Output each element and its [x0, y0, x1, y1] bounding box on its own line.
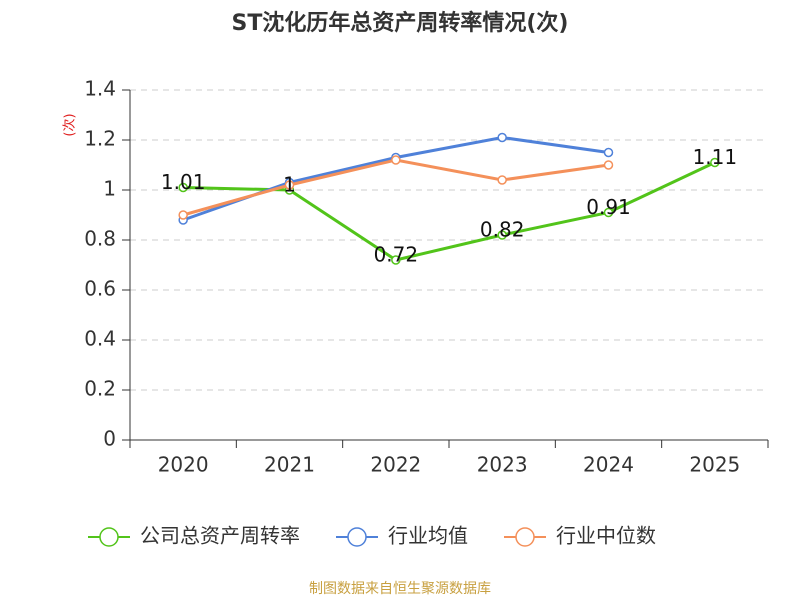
x-tick-label: 2021: [264, 453, 315, 477]
x-tick-label: 2020: [158, 453, 209, 477]
y-tick-label: 0.4: [84, 327, 116, 351]
legend-label: 行业均值: [388, 524, 468, 548]
chart-title: ST沈化历年总资产周转率情况(次): [232, 10, 569, 36]
data-label: 0.91: [586, 195, 631, 219]
data-point: [284, 180, 295, 190]
data-point: [497, 175, 507, 185]
data-point: [497, 230, 507, 240]
x-tick-label: 2024: [583, 453, 634, 477]
data-point: [178, 182, 188, 193]
data-point: [603, 147, 614, 158]
data-label: 0.82: [480, 218, 525, 242]
y-tick-label: 1: [103, 177, 116, 201]
y-tick-label: 0.2: [84, 377, 116, 401]
x-tick-label: 2023: [477, 453, 528, 477]
data-point: [391, 255, 401, 265]
data-label: 1.01: [161, 170, 206, 194]
data-point: [603, 207, 614, 218]
data-label: 0.72: [374, 243, 419, 267]
y-tick-label: 0.8: [84, 227, 116, 251]
series-line: [182, 135, 609, 222]
data-point: [391, 155, 401, 165]
source-note: 制图数据来自恒生聚源数据库: [309, 581, 491, 597]
y-tick-label: 0: [103, 427, 116, 451]
series-line: [183, 161, 716, 262]
x-tick-label: 2025: [689, 453, 740, 477]
data-point: [178, 210, 188, 220]
legend-marker: [515, 527, 535, 547]
legend-marker: [99, 527, 119, 547]
legend-label: 公司总资产周转率: [140, 524, 300, 548]
legend-label: 行业中位数: [556, 524, 656, 548]
x-tick-label: 2022: [370, 453, 421, 477]
y-axis-label: (次): [62, 113, 78, 136]
data-point: [710, 157, 720, 168]
data-label: 1: [283, 173, 296, 197]
legend-marker: [347, 527, 367, 547]
y-tick-label: 1.4: [84, 77, 116, 101]
data-point: [603, 160, 614, 170]
y-tick-label: 1.2: [84, 127, 116, 151]
data-label: 1.11: [693, 145, 738, 169]
data-point: [497, 132, 507, 143]
y-tick-label: 0.6: [84, 277, 116, 301]
